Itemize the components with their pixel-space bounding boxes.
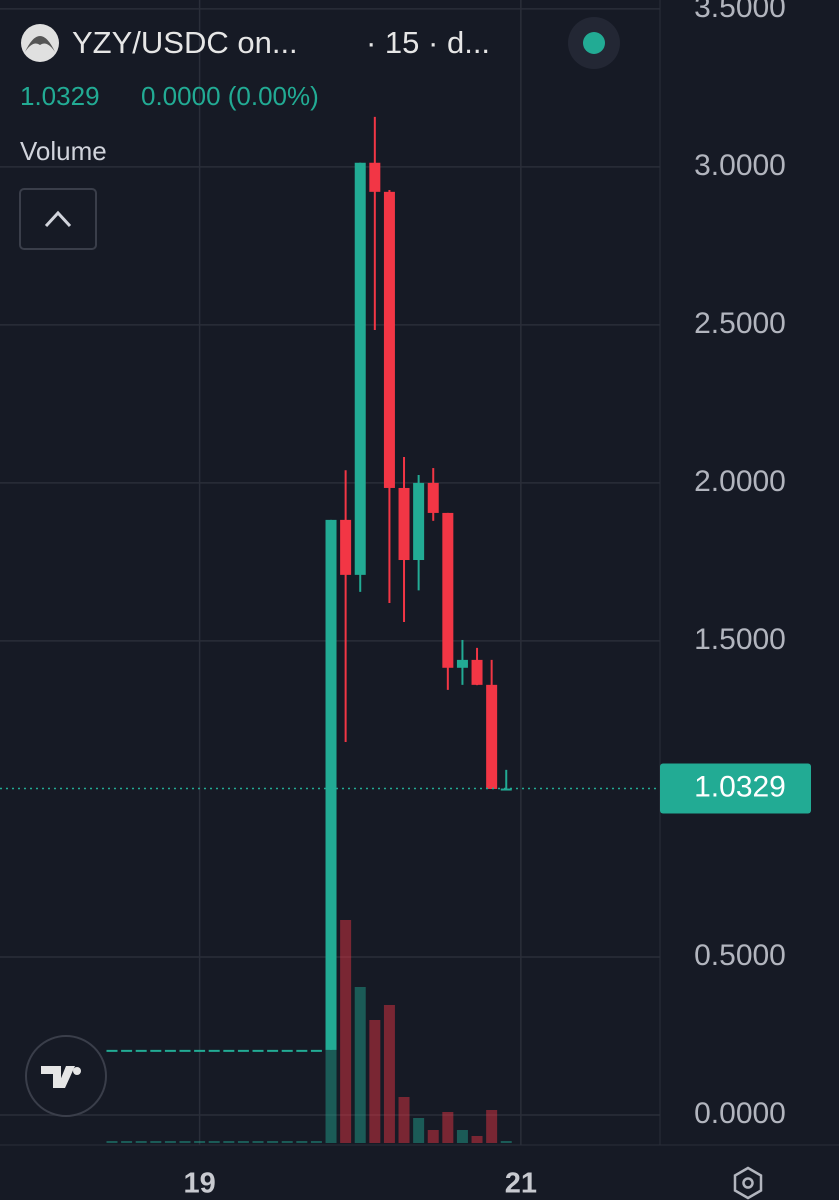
x-tick-label: 19 [183,1168,215,1200]
volume-bar [354,987,366,1143]
volume-label: Volume [20,136,107,166]
tv-logo-dot [73,1067,81,1075]
symbol[interactable]: YZY/USDC on... [72,25,298,60]
status-dot [583,32,605,54]
volume-bar [398,1097,410,1143]
candle-body [121,1049,133,1052]
volume-bar [252,1141,264,1143]
candle-body [442,512,454,668]
y-tick-label: 2.0000 [694,465,786,498]
settings-icon[interactable] [733,1166,763,1200]
candle-body [135,1049,147,1052]
candle-body [267,1049,279,1052]
candle-body [223,1049,235,1052]
volume-bar [121,1141,133,1143]
last-price-tag [660,763,811,814]
candle-body [500,788,512,791]
candle-body [340,519,352,575]
candle-body [413,482,425,561]
candle-body [281,1049,293,1052]
volume-bar [413,1118,425,1143]
volume-bar [427,1130,439,1143]
volume-bar [383,1005,395,1143]
candle-body [296,1049,308,1052]
volume-bar [135,1141,147,1143]
y-tick-label: 3.5000 [694,0,786,24]
candle-body [252,1049,264,1052]
candle-body [179,1049,191,1052]
volume-bar [164,1141,176,1143]
candle-body [106,1049,118,1052]
candle-body [369,162,381,192]
y-tick-label: 0.0000 [694,1097,786,1130]
candle-body [471,659,483,685]
volume-bar [150,1141,162,1143]
x-tick-label: 21 [505,1168,537,1200]
volume-bar [106,1141,118,1143]
last-price-tag-label: 1.0329 [694,770,786,803]
candle-body [164,1049,176,1052]
volume-bar [179,1141,191,1143]
volume-bar [281,1141,293,1143]
candle-body [237,1049,249,1052]
y-tick-label: 2.5000 [694,307,786,340]
volume-bar [237,1141,249,1143]
volume-bar [340,920,352,1143]
logo-glyph [25,36,55,52]
volume-bar [194,1141,206,1143]
candle-body [486,684,498,789]
candle-body [325,519,337,1050]
candle-body [398,487,410,561]
candle-body [208,1049,220,1052]
volume-bar [325,1043,337,1143]
y-tick-label: 3.0000 [694,149,786,182]
candle-body [383,191,395,488]
candle-body [427,482,439,513]
settings-icon-center [742,1177,754,1189]
volume-bar [369,1020,381,1143]
change: 0.0000 (0.00%) [141,81,319,111]
volume-bar [208,1141,220,1143]
volume-bar [310,1141,322,1143]
volume-bar [442,1112,454,1143]
volume-bar [267,1141,279,1143]
candle-layer [106,116,512,1052]
chevron-icon [44,210,72,228]
volume-bar [500,1141,512,1143]
volume-layer [106,920,512,1143]
volume-bar [296,1141,308,1143]
collapse-button[interactable] [19,188,97,250]
candle-body [354,162,366,575]
y-tick-label: 1.5000 [694,623,786,656]
candle-body [456,659,468,668]
tv-logo-glyph [41,1066,75,1088]
volume-bar [456,1130,468,1143]
volume-bar [471,1136,483,1143]
candle-body [150,1049,162,1052]
overlay: 0.0000 0.5000 1.5000 2.0000 2.5000 3.0000 3.50… [0,0,811,1200]
volume-bar [223,1141,235,1143]
candle-body [310,1049,322,1052]
last-price: 1.0329 [20,81,100,111]
volume-bar [486,1110,498,1143]
interval[interactable]: · 15 · d... [366,25,490,60]
candle-body [194,1049,206,1052]
y-tick-label: 0.5000 [694,939,786,972]
